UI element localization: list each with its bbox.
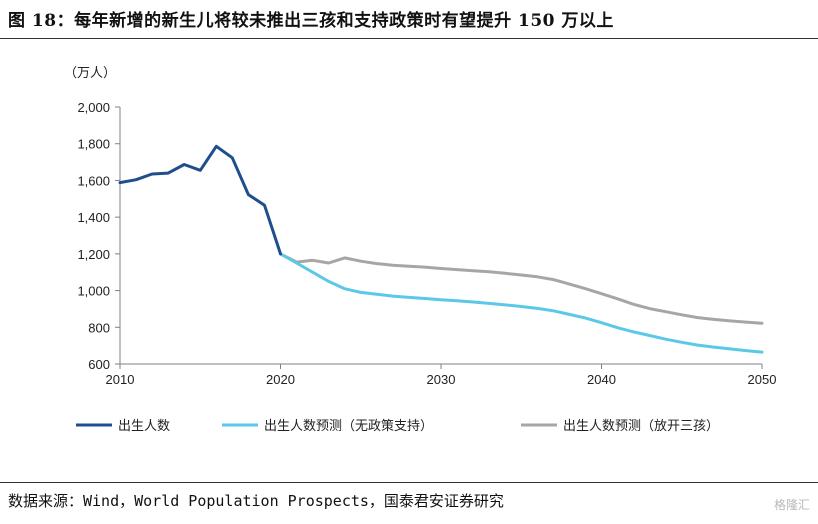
legend-label-no-policy: 出生人数预测（无政策支持）: [264, 418, 433, 434]
x-tick-label: 2040: [587, 372, 616, 387]
x-tick-label: 2010: [106, 372, 135, 387]
title-divider: [0, 38, 818, 39]
watermark-logo: 格隆汇: [773, 498, 810, 512]
axes: 600 800 1,000 1,200 1,400 1,600 1,800 2,000 2010…: [77, 100, 776, 387]
x-tick-label: 2050: [748, 372, 777, 387]
source-divider: [0, 482, 818, 483]
y-tick-label: 800: [88, 320, 110, 335]
x-tick-label: 2030: [427, 372, 456, 387]
y-tick-label: 1,800: [77, 137, 110, 152]
figure-title: 图 18：每年新增的新生儿将较未推出三孩和支持政策时有望提升 150 万以上: [8, 11, 614, 31]
y-tick-label: 600: [88, 357, 110, 372]
y-tick-label: 1,000: [77, 284, 110, 299]
series-line-three-child: [279, 252, 764, 325]
y-tick-label: 2,000: [77, 100, 110, 115]
y-tick-label: 1,600: [77, 173, 110, 188]
y-tick-label: 1,400: [77, 210, 110, 225]
y-tick-label: 1,200: [77, 247, 110, 262]
y-axis-unit-label: （万人）: [64, 66, 116, 81]
legend-label-actual: 出生人数: [118, 419, 170, 434]
legend-label-three-child: 出生人数预测（放开三孩）: [563, 419, 719, 434]
x-tick-label: 2020: [266, 372, 295, 387]
data-source-note: 数据来源：Wind，World Population Prospects，国泰君…: [8, 492, 504, 510]
series-line-no-policy: [279, 252, 764, 354]
series-line-actual: [118, 144, 282, 256]
series-lines: [118, 144, 764, 354]
legend: 出生人数 出生人数预测（无政策支持） 出生人数预测（放开三孩）: [76, 418, 719, 434]
line-chart: （万人） 600 800 1,000 1,200 1,400 1,600 1,800 2,00…: [64, 66, 776, 434]
